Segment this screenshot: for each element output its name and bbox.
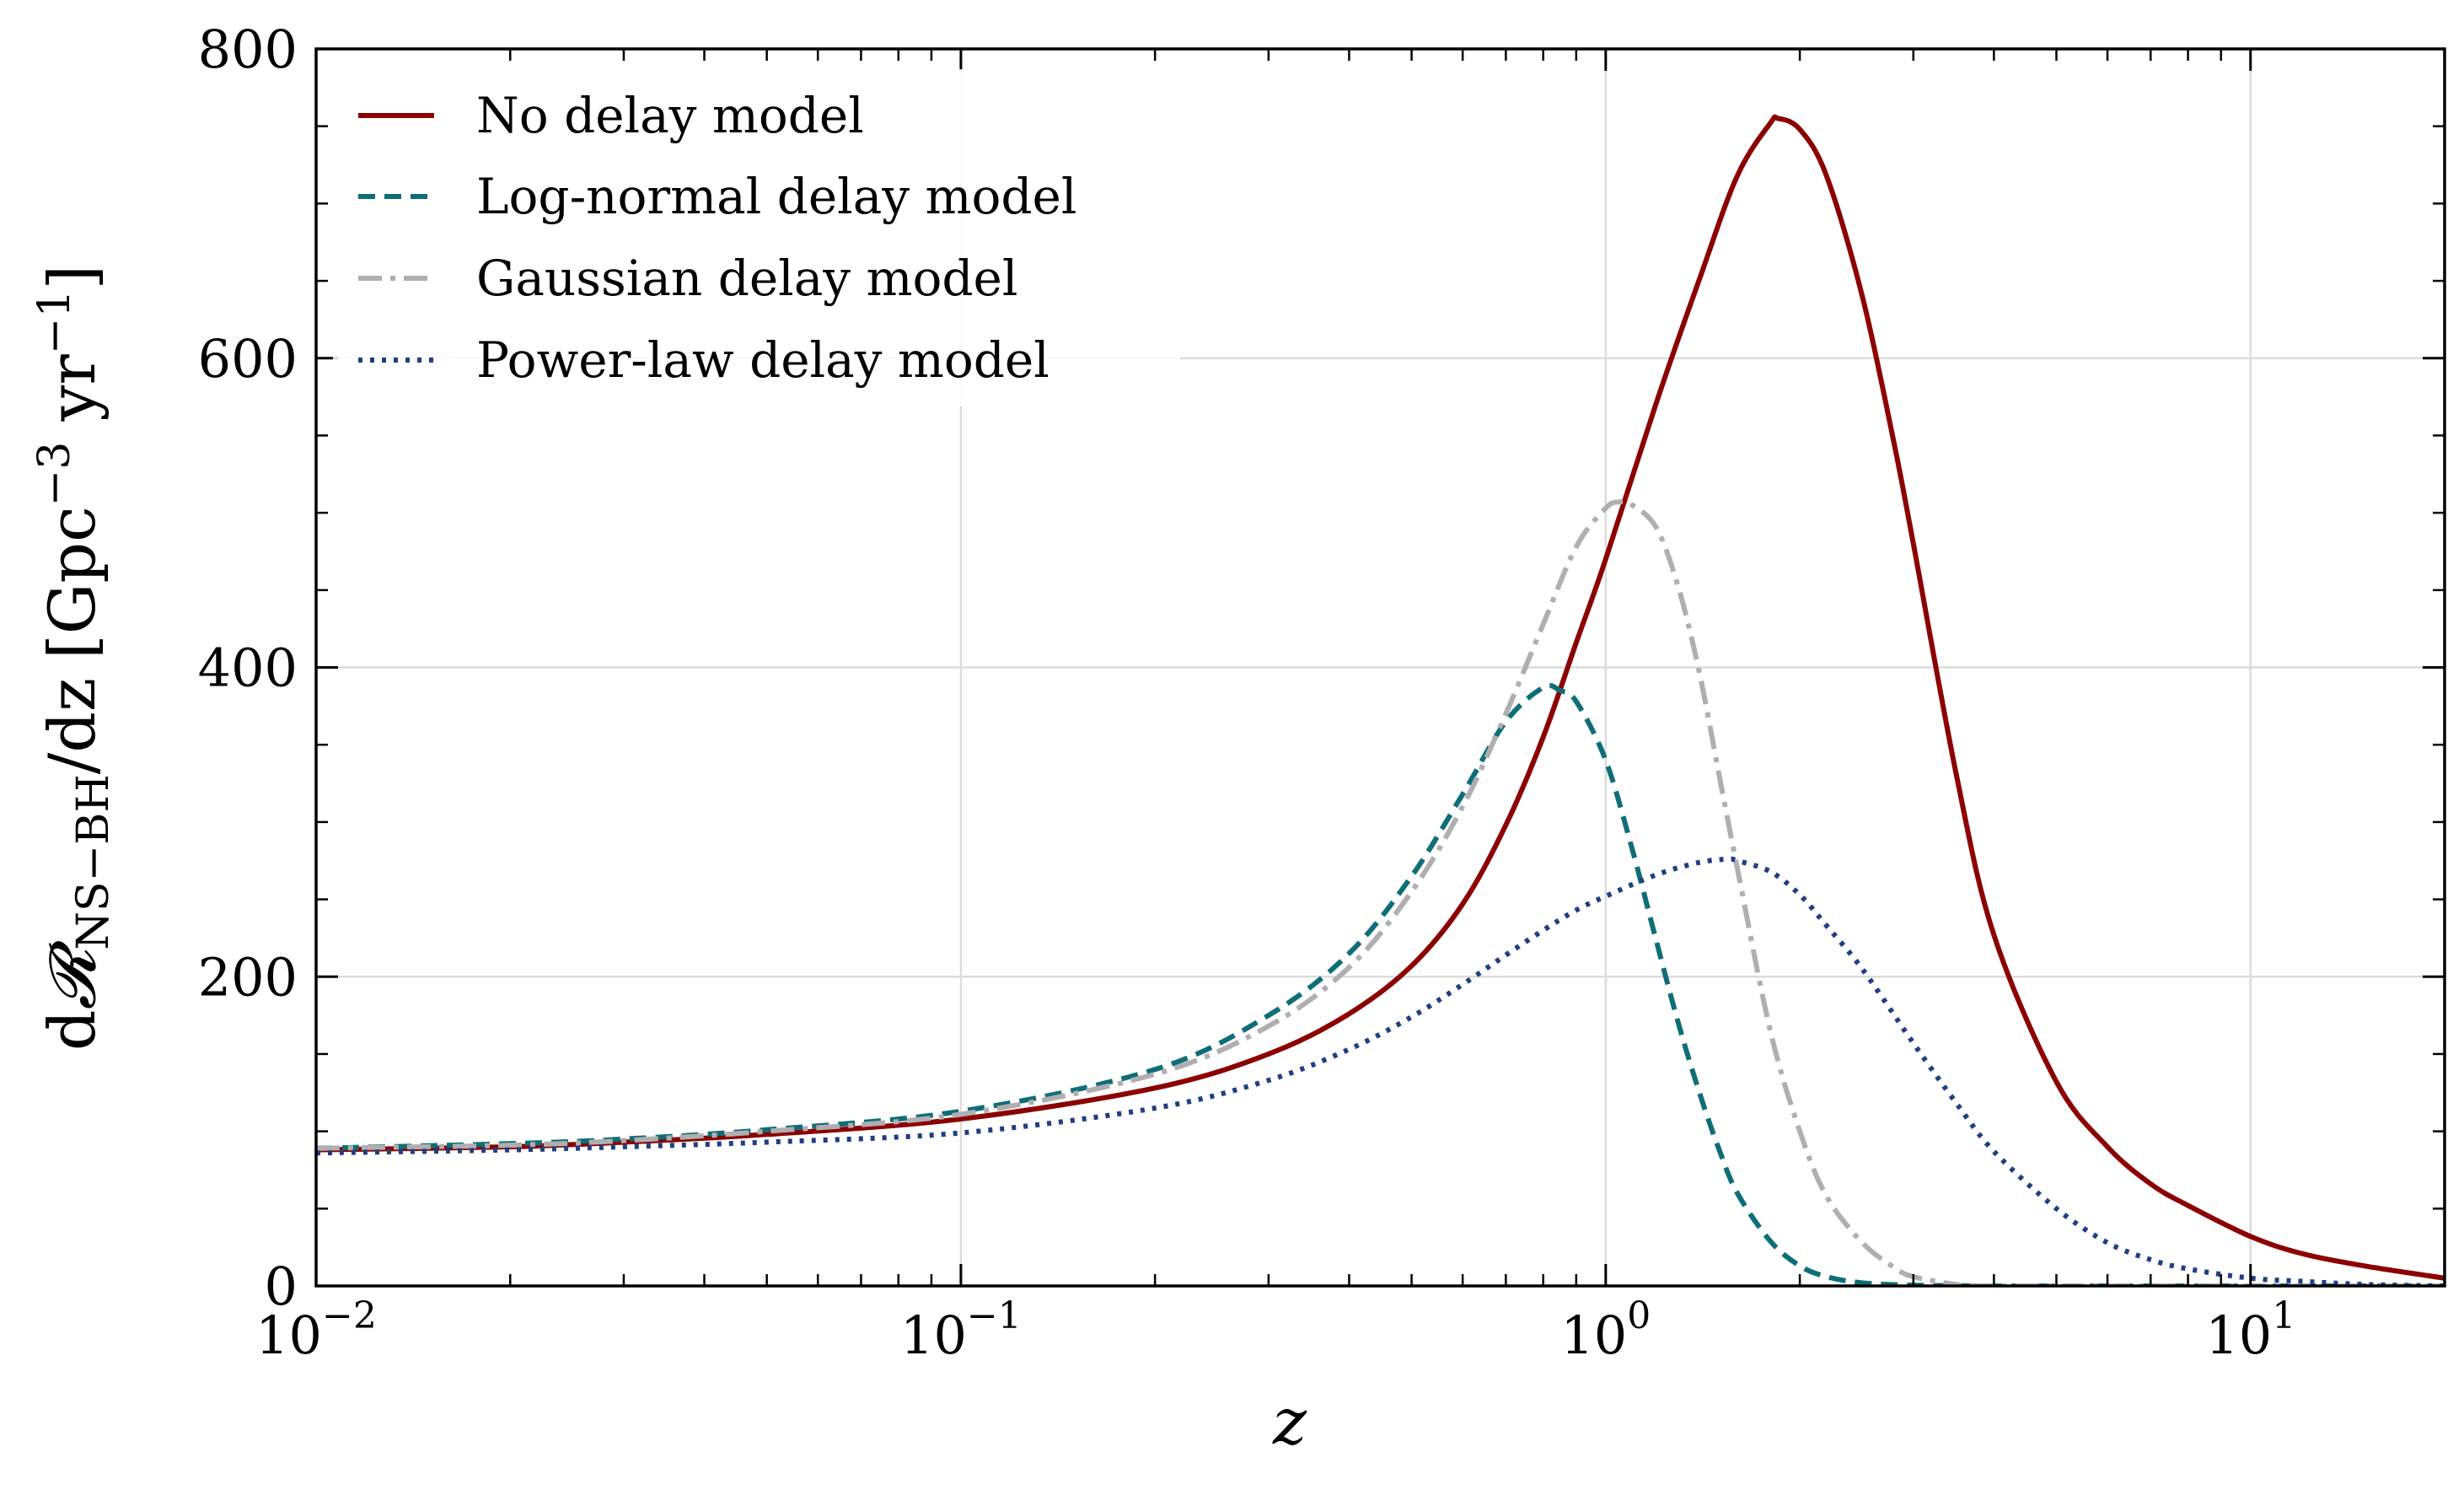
x-tick-labels: 10−2 10−1 100 101 <box>255 1294 2295 1366</box>
x-tick-label: 10−1 <box>900 1294 1022 1366</box>
x-tick-label: 10−2 <box>255 1294 377 1366</box>
minor-ticks <box>316 49 2445 1286</box>
plot-frame <box>314 47 2446 1288</box>
x-axis-title: z <box>1272 1384 1307 1459</box>
legend: No delay model Log-normal delay model Ga… <box>333 69 1180 406</box>
legend-entry-gaussian: Gaussian delay model <box>358 250 1017 307</box>
legend-entry-power-law: Power-law delay model <box>358 331 1049 389</box>
legend-label-no-delay: No delay model <box>476 87 864 144</box>
series-group <box>316 114 2445 1286</box>
series-line-gaussian <box>316 498 2445 1286</box>
y-tick-label: 0 <box>265 1256 298 1317</box>
legend-background <box>333 69 1180 406</box>
y-tick-label: 200 <box>198 946 298 1008</box>
legend-entry-no-delay: No delay model <box>358 87 864 144</box>
series-line-log-normal <box>316 682 2445 1286</box>
legend-label-power-law: Power-law delay model <box>476 331 1049 389</box>
x-tick-label: 100 <box>1560 1294 1651 1366</box>
y-tick-label: 400 <box>198 637 298 699</box>
x-tick-label: 101 <box>2205 1294 2295 1366</box>
legend-label-log-normal: Log-normal delay model <box>476 168 1076 225</box>
series-line-no-delay <box>316 114 2445 1281</box>
y-tick-label: 600 <box>198 328 298 390</box>
y-tick-label: 800 <box>198 19 298 80</box>
legend-entry-log-normal: Log-normal delay model <box>358 168 1076 225</box>
y-tick-labels: 0 200 400 600 800 <box>198 19 298 1317</box>
legend-label-gaussian: Gaussian delay model <box>476 250 1017 307</box>
y-axis-title: d𝓡NS−BH/dz[Gpc−3 yr−1] <box>30 265 119 1051</box>
